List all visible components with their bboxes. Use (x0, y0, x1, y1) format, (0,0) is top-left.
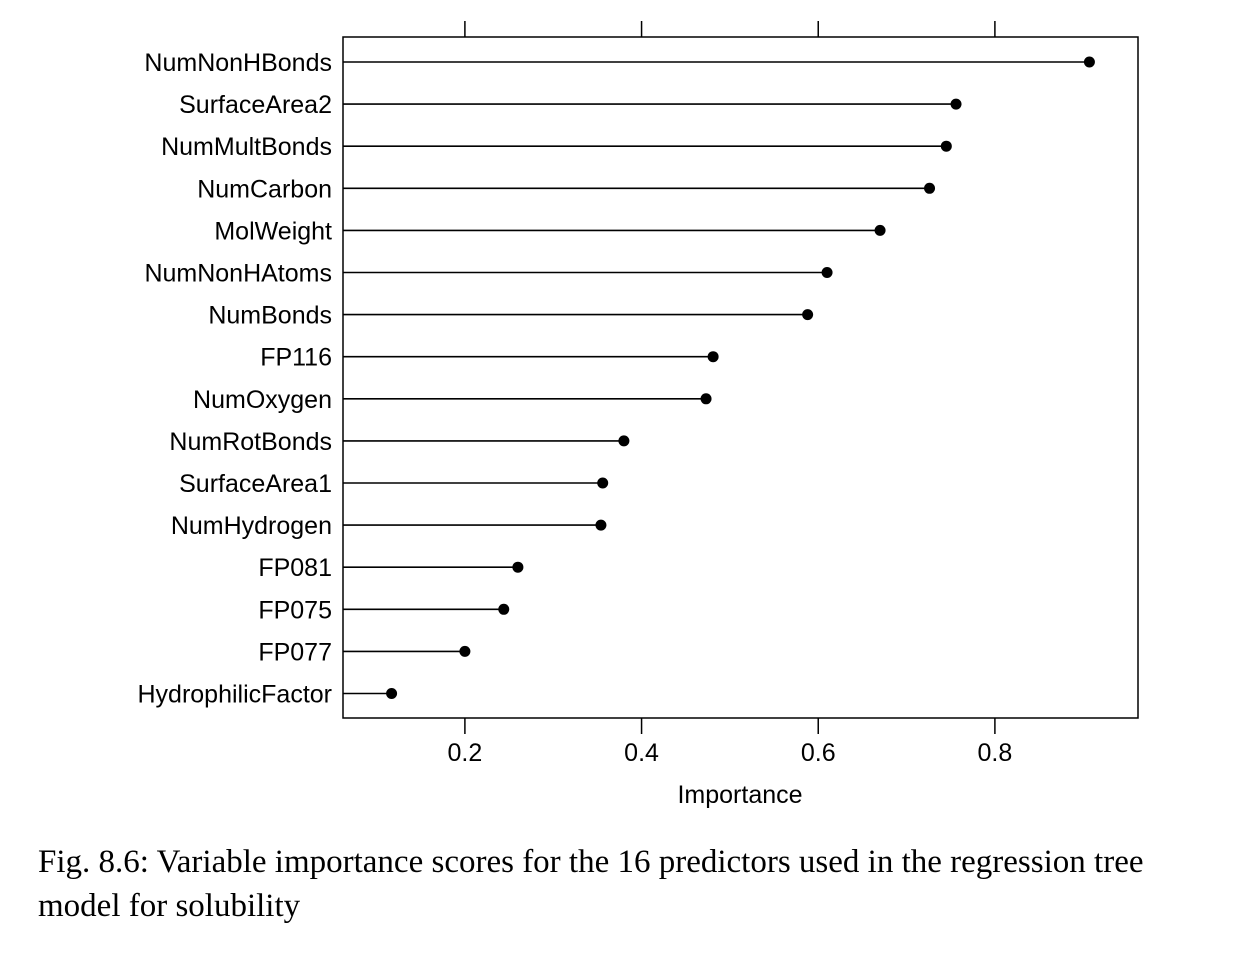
data-row: NumNonHBonds (144, 49, 1095, 77)
bottom-axis-ticks (464, 718, 996, 734)
lollipop-point (459, 645, 471, 657)
category-label: FP081 (258, 554, 332, 582)
figure-caption: Fig. 8.6: Variable importance scores for… (38, 844, 1144, 924)
lollipop-point (924, 182, 936, 194)
x-tick-label: 0.8 (978, 739, 1013, 767)
data-rows: NumNonHBonds SurfaceArea2 NumMultBonds NumC… (137, 49, 1095, 709)
data-row: NumCarbon (197, 175, 936, 203)
category-label: NumMultBonds (161, 133, 332, 161)
data-row: NumRotBonds (169, 428, 630, 456)
category-label: NumCarbon (197, 175, 332, 203)
data-row: FP075 (258, 596, 510, 624)
category-label: NumNonHBonds (144, 49, 332, 77)
x-axis-label: Importance (677, 781, 802, 809)
importance-chart: 0.2 0.4 0.6 0.8 NumNonHBondsSurfaceArea2Num… (137, 21, 1139, 809)
lollipop-point (821, 267, 833, 278)
category-label: NumBonds (208, 302, 332, 330)
data-row: HydrophilicFactor (137, 681, 398, 709)
data-row: MolWeight (214, 217, 886, 245)
data-row: SurfaceArea1 (179, 470, 609, 498)
data-row: FP077 (258, 638, 471, 666)
data-row: FP116 (260, 344, 719, 372)
category-label: FP075 (258, 596, 332, 624)
data-row: SurfaceArea2 (179, 91, 962, 119)
lollipop-point (386, 688, 398, 699)
data-row: NumOxygen (193, 386, 712, 414)
lollipop-point (700, 393, 712, 405)
category-label: NumRotBonds (169, 428, 332, 456)
data-row: FP081 (258, 554, 524, 582)
lollipop-point (512, 561, 524, 573)
lollipop-point (597, 477, 609, 489)
lollipop-point (940, 140, 952, 152)
lollipop-point (707, 351, 719, 363)
x-tick-label: 0.4 (624, 739, 659, 767)
lollipop-point (950, 98, 962, 110)
data-row: NumNonHAtoms (144, 260, 833, 288)
lollipop-point (802, 309, 814, 321)
top-axis-ticks (464, 21, 996, 37)
lollipop-point (595, 519, 607, 531)
plot-frame (342, 36, 1139, 719)
category-label: FP116 (260, 344, 332, 372)
category-label: SurfaceArea1 (179, 470, 332, 498)
category-label: SurfaceArea2 (179, 91, 332, 119)
category-label: FP077 (258, 638, 332, 666)
category-label: NumNonHAtoms (144, 260, 332, 288)
lollipop-point (498, 603, 510, 615)
lollipop-point (618, 435, 630, 447)
data-row: NumMultBonds (161, 133, 952, 161)
x-tick-label: 0.2 (448, 739, 483, 767)
category-label: HydrophilicFactor (137, 681, 332, 709)
category-label: NumHydrogen (171, 512, 332, 540)
data-row: NumHydrogen (171, 512, 607, 540)
category-label: NumOxygen (193, 386, 332, 414)
x-tick-labels: 0.2 0.4 0.6 0.8 (448, 739, 1013, 767)
lollipop-point (874, 224, 886, 236)
lollipop-point (1083, 56, 1095, 68)
data-row: NumBonds (208, 302, 814, 330)
category-label: MolWeight (214, 217, 332, 245)
x-tick-label: 0.6 (801, 739, 836, 767)
